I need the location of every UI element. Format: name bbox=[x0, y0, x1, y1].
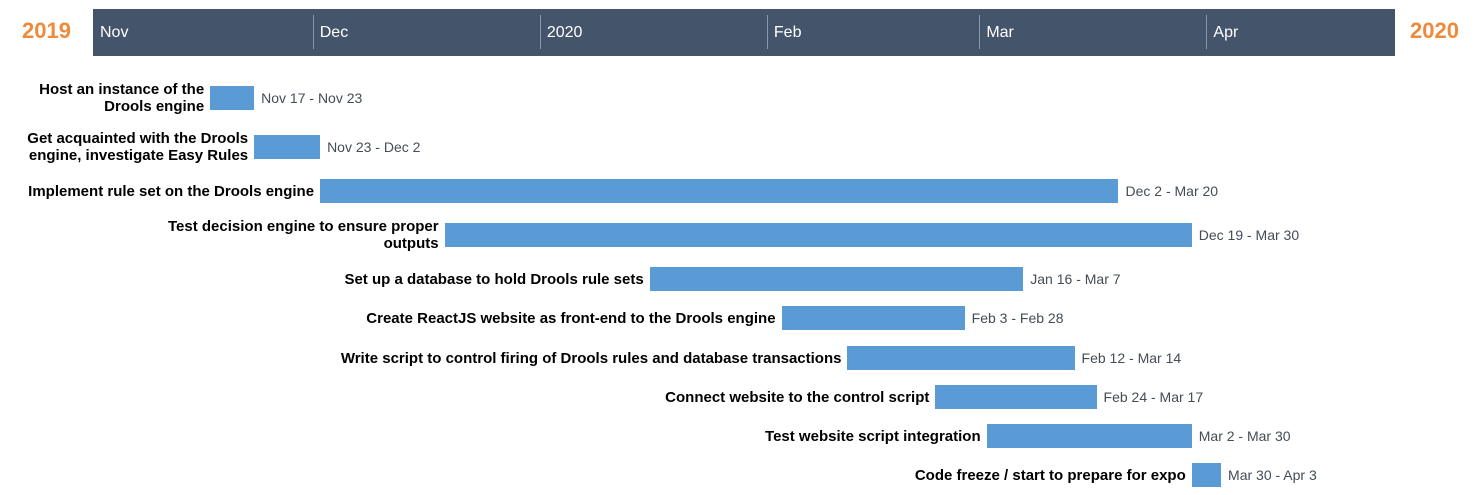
task-date-range: Feb 12 - Mar 14 bbox=[1081, 350, 1182, 366]
task-bar bbox=[444, 223, 1192, 247]
task-label: Write script to control firing of Drools… bbox=[340, 349, 842, 367]
axis-tick bbox=[539, 15, 541, 49]
axis-tick-label: 2020 bbox=[546, 24, 583, 41]
axis-tick bbox=[312, 15, 314, 49]
task-label: Implement rule set on the Drools engine bbox=[28, 182, 315, 200]
task-bar bbox=[935, 385, 1097, 409]
task-bar bbox=[1191, 463, 1222, 487]
task-bar bbox=[847, 346, 1075, 370]
end-year-label: 2020 bbox=[1410, 18, 1459, 43]
task-date-range: Jan 16 - Mar 7 bbox=[1030, 271, 1121, 287]
task-label: Get acquainted with the Drools engine, i… bbox=[27, 130, 249, 164]
start-year-label: 2019 bbox=[22, 18, 71, 43]
axis-tick bbox=[1206, 15, 1208, 49]
task-bar bbox=[210, 86, 255, 110]
task-label: Test website script integration bbox=[765, 427, 981, 445]
task-date-range: Mar 2 - Mar 30 bbox=[1198, 428, 1291, 444]
task-bar bbox=[781, 306, 965, 330]
axis-tick-label: Dec bbox=[319, 24, 349, 41]
axis-tick-label: Mar bbox=[986, 24, 1014, 41]
task-date-range: Dec 19 - Mar 30 bbox=[1198, 227, 1300, 243]
task-date-range: Nov 23 - Dec 2 bbox=[327, 139, 421, 155]
task-label: Test decision engine to ensure proper ou… bbox=[167, 218, 439, 252]
task-label: Host an instance of the Drools engine bbox=[39, 81, 205, 115]
task-bar bbox=[986, 424, 1192, 448]
task-date-range: Nov 17 - Nov 23 bbox=[261, 90, 363, 106]
timeline-axis-bar: Nov Dec 2020 Feb Mar Apr bbox=[93, 9, 1395, 56]
axis-tick-label: Apr bbox=[1213, 24, 1239, 41]
task-bar bbox=[320, 179, 1119, 203]
task-date-range: Feb 3 - Feb 28 bbox=[971, 310, 1064, 326]
task-bar bbox=[649, 267, 1024, 291]
axis-tick-label: Feb bbox=[773, 24, 802, 41]
axis-tick-label: Nov bbox=[100, 24, 129, 41]
axis-tick bbox=[979, 15, 981, 49]
task-bar bbox=[254, 135, 321, 159]
axis-tick bbox=[766, 15, 768, 49]
task-label: Connect website to the control script bbox=[665, 388, 930, 406]
task-label: Set up a database to hold Drools rule se… bbox=[344, 270, 644, 288]
task-label: Code freeze / start to prepare for expo bbox=[914, 466, 1186, 484]
task-date-range: Feb 24 - Mar 17 bbox=[1103, 389, 1204, 405]
task-date-range: Mar 30 - Apr 3 bbox=[1228, 467, 1317, 483]
task-date-range: Dec 2 - Mar 20 bbox=[1125, 183, 1219, 199]
task-label: Create ReactJS website as front-end to t… bbox=[366, 309, 776, 327]
